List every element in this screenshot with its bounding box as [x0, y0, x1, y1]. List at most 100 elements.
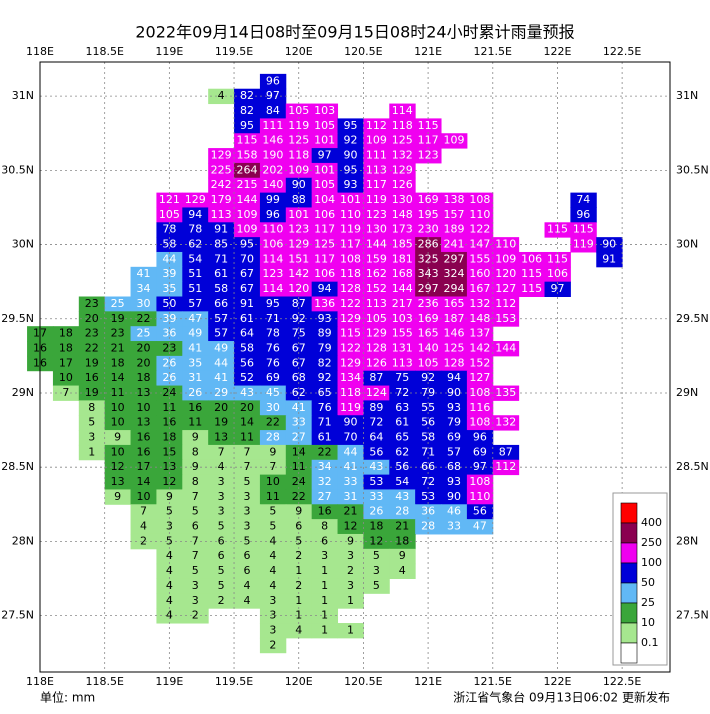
legend-swatch: [620, 642, 638, 664]
value-label: 20: [136, 341, 150, 354]
value-label: 82: [240, 89, 254, 102]
rain-cell: [389, 281, 416, 298]
value-label: 89: [318, 327, 332, 340]
value-label: 114: [262, 252, 283, 265]
value-label: 190: [262, 149, 283, 162]
value-label: 110: [469, 490, 490, 503]
value-label: 2: [295, 549, 302, 562]
rain-cell: [259, 266, 287, 283]
value-label: 11: [111, 386, 125, 399]
value-label: 16: [162, 416, 176, 429]
rain-cell: [130, 489, 157, 505]
rain-cell: [259, 444, 287, 461]
value-label: 20: [85, 312, 99, 325]
value-label: 26: [369, 505, 383, 518]
rain-cell: [570, 207, 597, 223]
rain-cell: [285, 311, 313, 327]
value-label: 8: [192, 445, 199, 458]
rain-cell: [182, 400, 209, 416]
value-label: 151: [288, 252, 309, 265]
value-label: 4: [243, 579, 250, 592]
value-label: 142: [469, 341, 490, 354]
value-label: 17: [136, 460, 150, 473]
value-label: 22: [292, 490, 306, 503]
value-label: 132: [495, 416, 516, 429]
rain-cell: [311, 504, 339, 520]
value-label: 105: [159, 208, 180, 221]
y-tick-label: 30N: [676, 238, 698, 251]
value-label: 111: [262, 119, 283, 132]
rain-cell: [441, 207, 468, 223]
rain-cell: [78, 400, 106, 416]
rain-cell: [337, 148, 364, 164]
rain-cell: [285, 593, 313, 609]
rain-cell: [208, 504, 235, 520]
rain-cell: [182, 207, 209, 223]
rain-cell: [311, 103, 339, 119]
rain-cell: [234, 103, 261, 119]
rain-cell: [156, 548, 183, 565]
rain-cell: [363, 326, 390, 342]
value-label: 119: [340, 223, 361, 236]
value-label: 125: [392, 134, 413, 147]
value-label: 117: [340, 238, 361, 251]
rain-cell: [311, 222, 339, 238]
value-label: 12: [111, 460, 125, 473]
x-tick-label: 121.5E: [474, 675, 512, 688]
rain-cell: [259, 222, 287, 238]
rain-cell: [285, 281, 313, 298]
value-label: 104: [314, 193, 335, 206]
rain-cell: [492, 281, 520, 298]
y-tick-label: 28N: [12, 534, 34, 547]
rain-cell: [441, 459, 468, 476]
value-label: 153: [495, 312, 516, 325]
rain-cell: [130, 296, 157, 312]
value-label: 128: [443, 356, 464, 369]
rain-cell: [259, 162, 287, 179]
value-label: 41: [343, 460, 357, 473]
rain-cell: [182, 474, 209, 490]
value-label: 26: [162, 371, 176, 384]
value-label: 106: [314, 267, 335, 280]
rain-cell: [259, 311, 287, 327]
rain-cell: [389, 519, 416, 535]
rain-cell: [259, 459, 287, 476]
value-label: 50: [162, 297, 176, 310]
value-label: 4: [269, 564, 276, 577]
value-label: 106: [521, 252, 542, 265]
rain-cell: [311, 237, 339, 253]
rain-cell: [182, 222, 209, 238]
value-label: 230: [418, 223, 439, 236]
value-label: 189: [443, 223, 464, 236]
value-label: 91: [214, 223, 228, 236]
rain-cell: [234, 400, 261, 416]
value-label: 9: [269, 445, 276, 458]
rain-cell: [182, 548, 209, 565]
rain-cell: [259, 593, 287, 609]
value-label: 131: [392, 341, 413, 354]
value-label: 85: [214, 238, 228, 251]
value-label: 78: [162, 223, 176, 236]
rain-cell: [389, 251, 416, 268]
value-label: 126: [366, 356, 387, 369]
rain-cell: [104, 326, 132, 342]
value-label: 10: [59, 371, 73, 384]
value-label: 4: [218, 460, 225, 473]
rain-cell: [389, 370, 416, 387]
rain-cell: [441, 444, 468, 461]
value-label: 9: [166, 490, 173, 503]
rain-cell: [415, 118, 442, 134]
rain-cell: [208, 370, 235, 387]
value-label: 1: [321, 609, 328, 622]
value-label: 26: [188, 386, 202, 399]
rain-cell: [570, 237, 597, 253]
rain-cell: [208, 444, 235, 461]
value-label: 10: [136, 401, 150, 414]
rain-cell: [285, 608, 313, 624]
rain-cell: [415, 504, 442, 520]
rain-cell: [234, 177, 261, 194]
rain-cell: [311, 400, 339, 416]
rain-cell: [311, 192, 339, 208]
value-label: 101: [288, 208, 309, 221]
value-label: 23: [85, 327, 99, 340]
